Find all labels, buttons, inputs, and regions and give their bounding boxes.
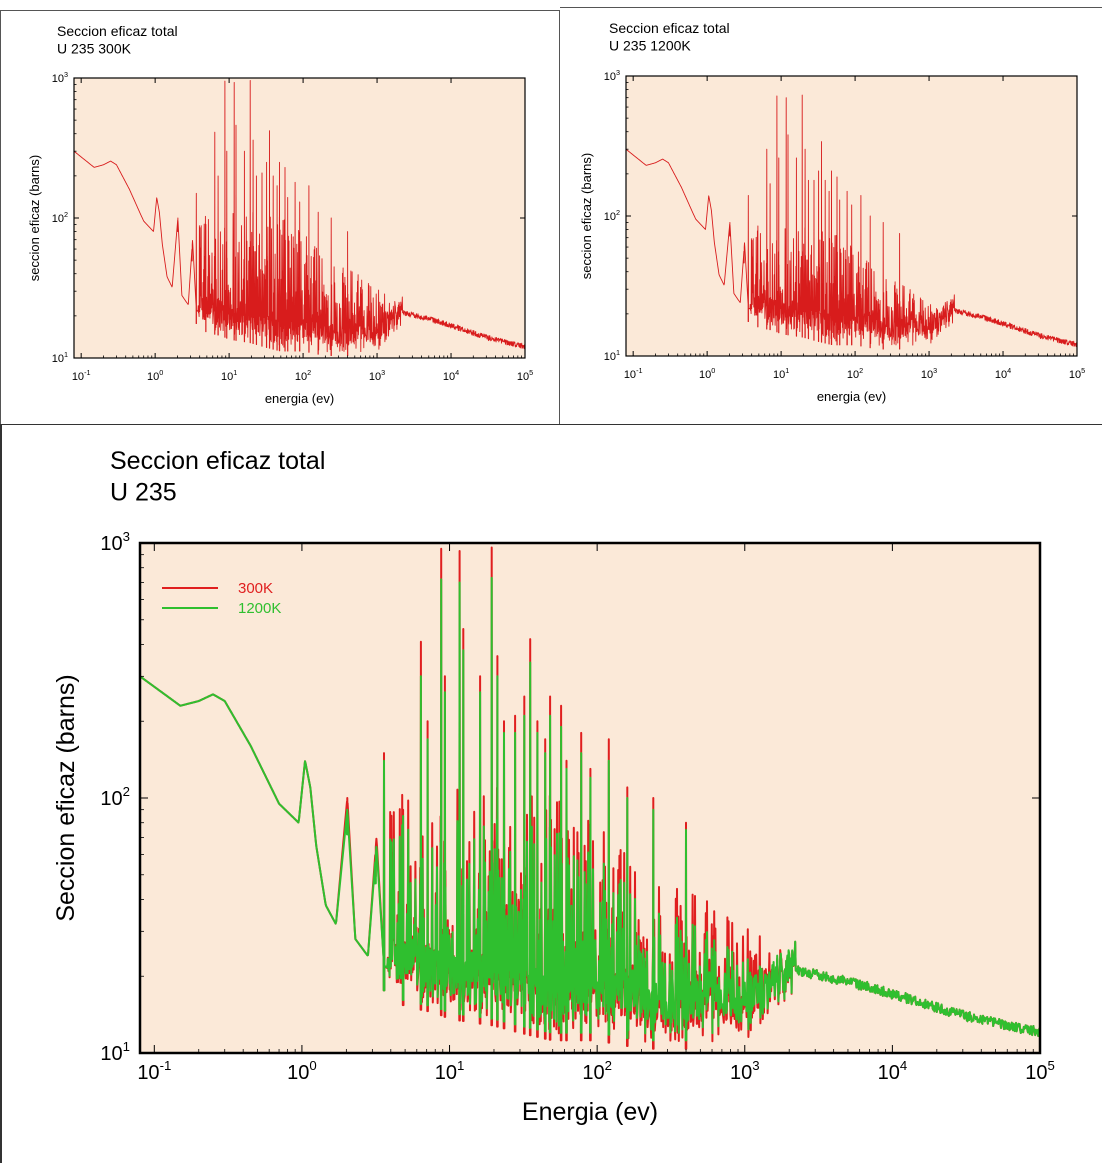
- x-tick-label: 103: [921, 366, 937, 381]
- chart-panel-comparison: Seccion eficaz total U 235 10-1 100 101 102 10…: [0, 424, 1102, 1163]
- y-tick-label: 101: [100, 1039, 130, 1065]
- x-tick-label: 101: [221, 368, 237, 383]
- x-tick-label: 10-1: [72, 368, 91, 383]
- x-tick-label: 102: [582, 1058, 612, 1084]
- x-tick-label: 100: [287, 1058, 317, 1084]
- chart-comparison: Seccion eficaz total U 235 10-1 100 101 102 10…: [52, 447, 1055, 1126]
- x-axis-label: energia (ev): [265, 391, 334, 406]
- x-tick-label: 10-1: [137, 1058, 171, 1084]
- x-axis-label: Energia (ev): [522, 1098, 658, 1126]
- x-tick-label: 10-1: [624, 366, 643, 381]
- y-axis-label: seccion eficaz (barns): [579, 153, 594, 279]
- x-tick-label: 105: [517, 368, 533, 383]
- x-tick-label: 102: [295, 368, 311, 383]
- chart-title: Seccion eficaz total: [57, 23, 178, 39]
- chart-title: Seccion eficaz total: [609, 20, 730, 36]
- y-axis-label: seccion eficaz (barns): [27, 155, 42, 281]
- y-tick-label: 103: [604, 68, 620, 83]
- chart-300k: Seccion eficaz total U 235 300K 10-1 100 101…: [27, 23, 533, 406]
- y-tick-label: 102: [604, 208, 620, 223]
- x-tick-label: 104: [878, 1058, 908, 1084]
- series-line-1200K: [140, 576, 1040, 1042]
- y-axis-label: Seccion eficaz (barns): [52, 674, 80, 921]
- x-tick-label: 103: [730, 1058, 760, 1084]
- chart-panel-1200k: Seccion eficaz total U 235 1200K 10-1 100 10…: [560, 7, 1102, 424]
- y-tick-label: 103: [100, 529, 130, 555]
- chart-title: Seccion eficaz total: [110, 447, 325, 475]
- series-line-data: [626, 94, 1077, 350]
- x-tick-label: 104: [995, 366, 1011, 381]
- x-tick-label: 104: [443, 368, 459, 383]
- y-tick-label: 102: [100, 784, 130, 810]
- series-line-data: [74, 80, 525, 357]
- chart-subtitle: U 235 1200K: [609, 38, 691, 54]
- y-tick-label: 101: [604, 348, 620, 363]
- y-tick-label: 103: [52, 70, 68, 85]
- y-tick-label: 101: [52, 350, 68, 365]
- x-tick-label: 105: [1069, 366, 1085, 381]
- chart-subtitle: U 235 300K: [57, 41, 132, 57]
- legend-label-1200K: 1200K: [238, 600, 281, 617]
- chart-panel-300k: Seccion eficaz total U 235 300K 10-1 100 101…: [0, 10, 560, 424]
- x-tick-label: 100: [699, 366, 715, 381]
- x-tick-label: 102: [847, 366, 863, 381]
- chart-1200k: Seccion eficaz total U 235 1200K 10-1 100 10…: [579, 20, 1085, 404]
- x-tick-label: 100: [147, 368, 163, 383]
- x-axis-label: energia (ev): [817, 389, 886, 404]
- x-tick-label: 101: [435, 1058, 465, 1084]
- y-tick-label: 102: [52, 210, 68, 225]
- x-tick-label: 103: [369, 368, 385, 383]
- x-tick-label: 105: [1025, 1058, 1055, 1084]
- x-tick-label: 101: [773, 366, 789, 381]
- chart-subtitle: U 235: [110, 478, 177, 506]
- legend-label-300K: 300K: [238, 580, 273, 597]
